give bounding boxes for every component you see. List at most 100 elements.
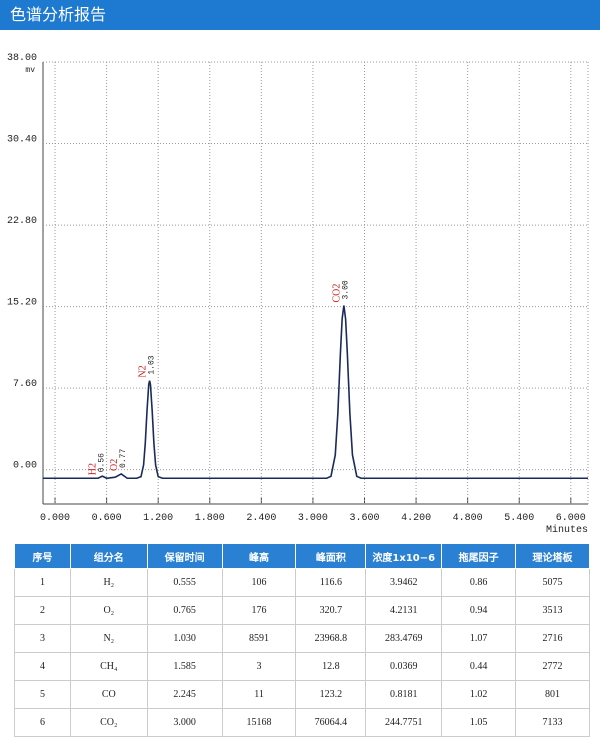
table-cell: CO₂ <box>69 708 148 737</box>
table-cell: N₂ <box>69 624 148 653</box>
peak-name: CO <box>0 30 14 33</box>
peak-time: 1.59 <box>0 30 19 33</box>
table-cell: 801 <box>515 680 590 709</box>
column-header: 拖尾因子 <box>441 543 517 569</box>
peak-time: 0.56 <box>97 453 106 472</box>
peak-name: CH4 <box>0 30 19 33</box>
x-tick-label: 4.800 <box>453 513 483 524</box>
table-cell: 0.8181 <box>365 680 443 709</box>
y-tick-label: 15.20 <box>7 298 37 309</box>
table-cell: 5 <box>14 680 71 709</box>
y-tick-label: 7.60 <box>13 379 37 390</box>
y-tick-label: 22.80 <box>7 216 37 227</box>
column-header: 浓度1x10−6 <box>365 543 443 569</box>
table-cell: 15168 <box>221 708 297 737</box>
table-cell: 4.2131 <box>365 596 443 625</box>
table-cell: 123.2 <box>295 680 367 709</box>
table-cell: 76064.4 <box>295 708 367 737</box>
y-tick-label: 30.40 <box>7 135 37 146</box>
y-tick-label: 0.00 <box>13 461 37 472</box>
table-cell: CO <box>69 680 148 709</box>
peak-time: 0.77 <box>119 449 128 468</box>
y-unit: mv <box>25 66 35 75</box>
table-cell: 3 <box>221 652 297 681</box>
peak-name: N2 <box>137 365 148 377</box>
x-tick-label: 3.000 <box>298 513 328 524</box>
x-axis-label: Minutes <box>546 524 588 536</box>
x-tick-label: 0.600 <box>92 513 122 524</box>
table-row: 1 H₂ 0.555 106 116.6 3.9462 0.86 5075 <box>14 568 590 597</box>
table-row: 5 CO 2.245 11 123.2 0.8181 1.02 801 <box>14 680 590 709</box>
x-tick-label: 6.000 <box>556 513 586 524</box>
table-cell: 0.555 <box>146 568 223 597</box>
x-tick-label: 3.600 <box>349 513 379 524</box>
table-cell: 320.7 <box>295 596 367 625</box>
table-cell: 5075 <box>515 568 590 597</box>
table-cell: 0.86 <box>441 568 517 597</box>
table-cell: 283.4769 <box>365 624 443 653</box>
table-cell: 176 <box>221 596 297 625</box>
table-cell: H₂ <box>69 568 148 597</box>
peak-name: H2 <box>87 463 98 475</box>
y-tick-label: 38.00 <box>7 53 37 64</box>
table-cell: 0.94 <box>441 596 517 625</box>
table-cell: 0.0369 <box>365 652 443 681</box>
table-row: 3 N₂ 1.030 8591 23968.8 283.4769 1.07 2716 <box>14 624 590 653</box>
table-cell: 1 <box>14 568 71 597</box>
column-header: 理论塔板 <box>515 543 590 569</box>
column-header: 峰高 <box>221 543 297 569</box>
table-cell: 8591 <box>221 624 297 653</box>
peak-time: 3.00 <box>342 280 351 299</box>
x-tick-label: 5.400 <box>504 513 534 524</box>
table-cell: 2716 <box>515 624 590 653</box>
peak-name: O2 <box>109 459 120 471</box>
table-cell: CH₄ <box>69 652 148 681</box>
table-body: 1 H₂ 0.555 106 116.6 3.9462 0.86 5075 2 O₂ 0.765 17… <box>14 568 590 737</box>
table-cell: O₂ <box>69 596 148 625</box>
x-tick-label: 1.200 <box>143 513 173 524</box>
table-cell: 3.9462 <box>365 568 443 597</box>
table-cell: 1.030 <box>146 624 223 653</box>
x-tick-label: 4.200 <box>401 513 431 524</box>
table-cell: 1.02 <box>441 680 517 709</box>
table-cell: 2.245 <box>146 680 223 709</box>
table-cell: 23968.8 <box>295 624 367 653</box>
column-header: 组分名 <box>69 543 148 569</box>
table-cell: 244.7751 <box>365 708 443 737</box>
chart: 0.00 7.60 15.20 22.80 30.40 38.00 mv 0.000 0.600… <box>0 30 589 536</box>
table-cell: 1.07 <box>441 624 517 653</box>
header-title: 色谱分析报告 <box>10 5 107 24</box>
table-cell: 3 <box>14 624 71 653</box>
table-cell: 116.6 <box>295 568 367 597</box>
table-cell: 3.000 <box>146 708 223 737</box>
table-header: 序号 组分名 保留时间 峰高 峰面积 浓度1x10−6 拖尾因子 理论塔板 <box>14 543 590 569</box>
table-cell: 2 <box>14 596 71 625</box>
table-cell: 1.05 <box>441 708 517 737</box>
peak-time: 1.03 <box>147 355 156 374</box>
column-header: 保留时间 <box>146 543 223 569</box>
table-cell: 3513 <box>515 596 590 625</box>
result-table: 序号 组分名 保留时间 峰高 峰面积 浓度1x10−6 拖尾因子 理论塔板 1 H₂ 0.555 1… <box>14 543 590 737</box>
table-cell: 12.8 <box>295 652 367 681</box>
x-tick-label: 2.400 <box>246 513 276 524</box>
table-cell: 106 <box>221 568 297 597</box>
table-cell: 0.765 <box>146 596 223 625</box>
peak-name: CO2 <box>332 284 343 303</box>
table-cell: 11 <box>221 680 297 709</box>
header-bar: 色谱分析报告 <box>0 0 600 30</box>
table-cell: 0.44 <box>441 652 517 681</box>
table-cell: 4 <box>14 652 71 681</box>
column-header: 峰面积 <box>295 543 367 569</box>
x-tick-label: 0.000 <box>40 513 70 524</box>
peak-time: 2.25 <box>0 30 19 33</box>
table-row: 2 O₂ 0.765 176 320.7 4.2131 0.94 3513 <box>14 596 590 625</box>
x-tick-label: 1.800 <box>195 513 225 524</box>
table-row: 4 CH₄ 1.585 3 12.8 0.0369 0.44 2772 <box>14 652 590 681</box>
column-header: 序号 <box>14 543 71 569</box>
table-cell: 7133 <box>515 708 590 737</box>
trace <box>43 305 588 480</box>
table-cell: 6 <box>14 708 71 737</box>
table-cell: 1.585 <box>146 652 223 681</box>
table-cell: 2772 <box>515 652 590 681</box>
